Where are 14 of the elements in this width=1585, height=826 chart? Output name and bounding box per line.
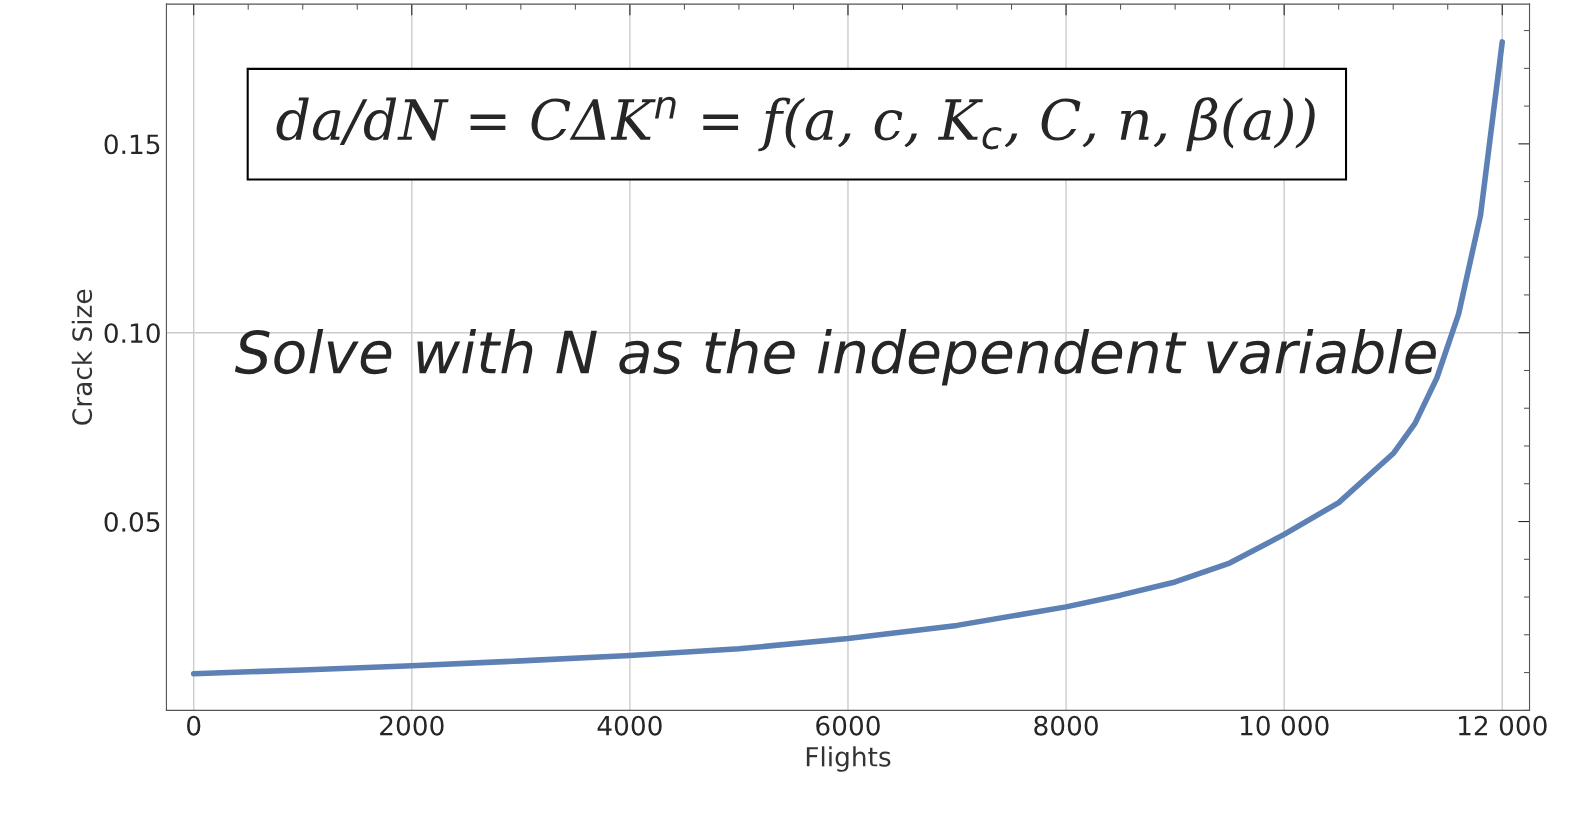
x-axis-title: Flights xyxy=(806,746,891,772)
y-axis-title: Crack Size xyxy=(71,289,93,425)
x-tick-label: 8000 xyxy=(1034,715,1098,736)
x-tick-label: 6000 xyxy=(816,715,880,736)
y-tick-label: 0.10 xyxy=(104,323,160,344)
x-tick-label: 12 000 xyxy=(1458,715,1547,736)
x-tick-label: 4000 xyxy=(597,715,662,736)
y-tick-label: 0.05 xyxy=(104,511,160,532)
x-tick-label: 10 000 xyxy=(1240,715,1329,736)
x-tick-label: 0 xyxy=(187,715,201,736)
annotation: Solve with N as the independent variable xyxy=(234,329,1436,386)
y-tick-label: 0.15 xyxy=(104,134,160,155)
x-tick-label: 2000 xyxy=(380,715,444,736)
annotation: da/dN = CΔK$^{n}$ = f(a, c, K$_{c}$, C, n, β(a)) xyxy=(276,96,1315,152)
